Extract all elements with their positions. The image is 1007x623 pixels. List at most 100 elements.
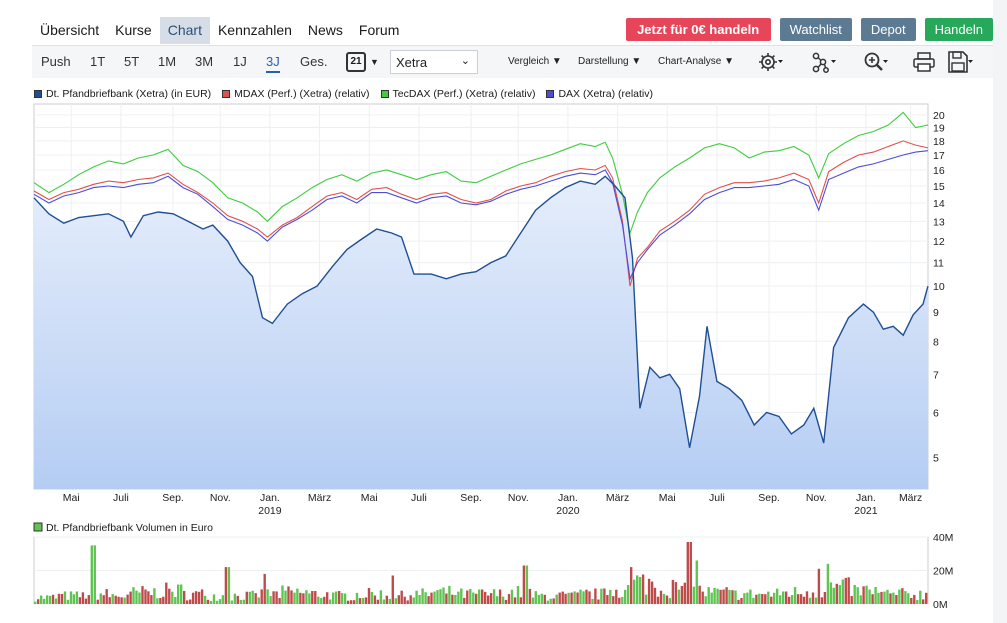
handeln-button[interactable]: Handeln — [924, 18, 993, 41]
volume-bar — [641, 574, 645, 604]
range-3j[interactable]: 3J — [266, 54, 280, 73]
range-push[interactable]: Push — [41, 54, 71, 69]
volume-bar — [206, 599, 210, 604]
volume-bar — [504, 599, 508, 604]
trade-now-button[interactable]: Jetzt für 0€ handeln — [625, 18, 771, 41]
volume-bar — [564, 593, 567, 604]
volume-bar — [153, 588, 156, 604]
settings-gear-icon[interactable] — [757, 50, 783, 74]
volume-bar — [543, 594, 546, 604]
volume-bar — [665, 595, 669, 604]
volume-bar — [492, 589, 496, 604]
volume-bar — [567, 592, 570, 604]
volume-bar — [189, 599, 192, 604]
range-1t[interactable]: 1T — [90, 54, 106, 69]
volume-bar — [606, 595, 609, 604]
volume-bar — [704, 596, 707, 604]
tab-forum[interactable]: Forum — [358, 22, 400, 38]
volume-bar — [165, 582, 168, 604]
legend-item-mdax[interactable]: MDAX (Perf.) (Xetra) (relativ) — [222, 88, 370, 100]
volume-bar — [880, 591, 883, 604]
volume-bar — [495, 596, 499, 604]
volume-bar — [725, 587, 728, 604]
volume-bar — [460, 588, 463, 604]
legend-swatch — [34, 90, 42, 98]
menu-chart-analyse[interactable]: Chart-Analyse ▼ — [658, 56, 735, 67]
volume-bar — [779, 595, 782, 604]
y-tick-label: 19 — [933, 123, 945, 135]
tab-chart[interactable]: Chart — [159, 17, 210, 44]
tab-kurse[interactable]: Kurse — [115, 22, 152, 38]
volume-bar — [305, 590, 308, 604]
volume-bar — [120, 597, 123, 604]
calendar-icon[interactable]: 21 — [346, 52, 366, 72]
x-tick-label: März — [308, 492, 331, 504]
menu-vergleich[interactable]: Vergleich ▼ — [508, 56, 562, 67]
volume-bar — [871, 594, 874, 604]
menu-darstellung[interactable]: Darstellung ▼ — [578, 56, 642, 67]
volume-bar — [877, 592, 880, 604]
volume-bar — [397, 595, 400, 604]
calendar-dropdown-icon[interactable]: ▼ — [370, 57, 379, 67]
volume-bar — [266, 589, 269, 604]
volume-bar — [159, 598, 162, 604]
volume-bar — [126, 594, 129, 604]
range-1j[interactable]: 1J — [233, 54, 247, 69]
volume-bar — [162, 596, 165, 604]
volume-bar — [889, 593, 892, 604]
volume-bar — [352, 600, 356, 604]
depot-button[interactable]: Depot — [860, 18, 916, 41]
volume-bar — [600, 588, 603, 604]
volume-bar — [60, 593, 64, 604]
volume-bar — [489, 593, 493, 604]
legend-item-dax[interactable]: DAX (Xetra) (relativ) — [546, 88, 653, 100]
volume-bar — [138, 592, 141, 604]
legend-swatch — [222, 90, 231, 98]
y-tick-label: 8 — [933, 336, 939, 348]
volume-bar — [329, 599, 332, 604]
volume-bar — [537, 594, 540, 604]
legend-item-pfandbriefbank[interactable]: Dt. Pfandbriefbank (Xetra) (in EUR) — [34, 88, 211, 100]
range-ges[interactable]: Ges. — [300, 54, 328, 69]
x-tick-label: Nov. — [210, 492, 231, 504]
indicator-network-icon[interactable] — [810, 50, 836, 74]
volume-bar — [45, 595, 49, 604]
volume-bar — [922, 599, 925, 604]
volume-bar — [409, 595, 412, 604]
volume-bar — [522, 565, 526, 604]
volume-bar — [710, 592, 713, 604]
volume-bar — [343, 593, 347, 604]
volume-bar — [403, 596, 406, 604]
range-3m[interactable]: 3M — [195, 54, 214, 69]
save-icon[interactable] — [947, 50, 973, 74]
volume-bar — [835, 583, 838, 604]
print-icon[interactable] — [912, 50, 938, 74]
volume-bar — [901, 588, 904, 604]
tab-kennzahlen[interactable]: Kennzahlen — [217, 22, 292, 38]
volume-bar — [570, 592, 573, 604]
top-nav: Übersicht Kurse Chart Kennzahlen News Fo… — [32, 17, 407, 44]
range-1m[interactable]: 1M — [158, 54, 177, 69]
pfandbriefbank-line — [33, 175, 929, 448]
volume-bar — [647, 578, 651, 604]
volume-bar — [501, 596, 505, 604]
volume-bar — [555, 594, 558, 604]
x-tick-label: Sep. — [162, 492, 184, 504]
volume-bar — [793, 587, 797, 604]
tab-uebersicht[interactable]: Übersicht — [40, 22, 100, 38]
legend-item-tecdax[interactable]: TecDAX (Perf.) (Xetra) (relativ) — [380, 88, 535, 100]
range-5t[interactable]: 5T — [124, 54, 140, 69]
volume-bar — [197, 591, 201, 604]
volume-bar — [740, 598, 743, 604]
volume-bar — [37, 599, 40, 604]
watchlist-button[interactable]: Watchlist — [779, 18, 852, 41]
zoom-in-icon[interactable] — [862, 50, 888, 74]
volume-bar — [472, 592, 475, 604]
x-tick-label: Jan. — [558, 492, 578, 504]
volume-bar — [415, 590, 418, 604]
volume-bar — [507, 594, 511, 604]
exchange-select[interactable]: Xetra ⌄ — [390, 50, 478, 74]
tab-news[interactable]: News — [307, 22, 343, 38]
volume-bar — [302, 593, 305, 604]
volume-bar — [796, 594, 800, 604]
